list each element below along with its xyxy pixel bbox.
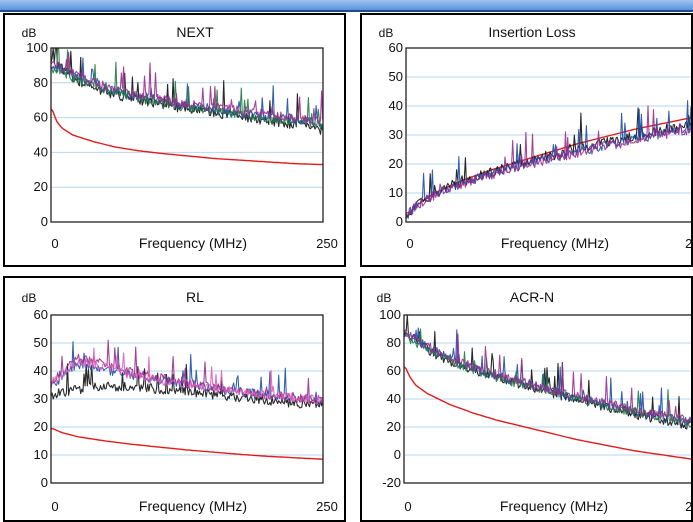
chart-panel-insertion-loss: 0 10 20 30 40 50 60 Insertion Loss dB 0 250 Frequen… xyxy=(360,13,693,267)
series-line xyxy=(50,341,324,406)
plot-frame xyxy=(50,47,324,223)
x-tick-label: 250 xyxy=(685,499,691,514)
series-line xyxy=(403,329,691,425)
y-tick-label: 100 xyxy=(379,307,401,322)
chart-panel-rl: 0 10 20 30 40 50 60 RL dB 0 250 Frequency (MHz) xyxy=(3,276,346,522)
y-tick-label: 80 xyxy=(34,75,48,90)
y-tick-label: 20 xyxy=(34,179,48,194)
x-tick-label: 0 xyxy=(406,236,413,251)
y-tick-label: 50 xyxy=(389,69,403,84)
x-tick-label: 250 xyxy=(685,236,691,251)
y-tick-label: 40 xyxy=(387,391,401,406)
series-line xyxy=(50,51,324,126)
series-line xyxy=(50,108,324,166)
y-tick-label: 80 xyxy=(387,335,401,350)
chart-svg: 0 10 20 30 40 50 60 RL dB 0 250 Frequency (MHz) xyxy=(22,289,338,514)
y-tick-label: 100 xyxy=(26,40,48,55)
y-tick-label: 60 xyxy=(389,40,403,55)
x-axis-label: Frequency (MHz) xyxy=(500,498,608,514)
chart-title: RL xyxy=(186,289,204,305)
y-tick-label: 50 xyxy=(34,335,48,350)
chart-svg: 0 20 40 60 80 100 NEXT dB 0 250 Frequency (MHz) xyxy=(22,24,338,251)
y-tick-label: -20 xyxy=(382,475,401,490)
y-tick-label: 30 xyxy=(389,127,403,142)
chart-title: Insertion Loss xyxy=(488,24,575,40)
y-tick-label: 20 xyxy=(34,419,48,434)
y-tick-label: 40 xyxy=(34,144,48,159)
plot-frame xyxy=(405,47,691,223)
y-unit-label: dB xyxy=(22,26,37,40)
x-tick-label: 0 xyxy=(51,499,58,514)
series-line xyxy=(50,347,324,405)
y-tick-label: 30 xyxy=(34,391,48,406)
y-tick-label: 0 xyxy=(41,214,48,229)
series-line xyxy=(50,363,324,409)
plot-frame xyxy=(50,314,324,484)
chart-title: ACR-N xyxy=(510,289,554,305)
series-line xyxy=(403,314,691,430)
y-tick-label: 0 xyxy=(41,475,48,490)
x-tick-label: 0 xyxy=(404,499,411,514)
window-title-bar xyxy=(0,0,693,12)
y-unit-label: dB xyxy=(22,291,37,305)
y-unit-label: dB xyxy=(377,291,392,305)
y-tick-label: 0 xyxy=(396,214,403,229)
y-tick-label: 10 xyxy=(389,185,403,200)
x-tick-label: 0 xyxy=(51,236,58,251)
x-axis-label: Frequency (MHz) xyxy=(501,235,609,251)
y-tick-label: 60 xyxy=(387,363,401,378)
chart-title: NEXT xyxy=(176,24,214,40)
y-tick-label: 60 xyxy=(34,307,48,322)
chart-panel-next: 0 20 40 60 80 100 NEXT dB 0 250 Frequency (MHz) xyxy=(3,13,346,267)
series-line xyxy=(405,117,691,217)
plot-frame xyxy=(403,314,691,484)
series-line xyxy=(403,366,691,460)
series-line xyxy=(405,105,691,217)
chart-svg: 0 10 20 30 40 50 60 Insertion Loss dB 0 250 Frequen… xyxy=(379,24,691,251)
y-unit-label: dB xyxy=(379,26,394,40)
series-line xyxy=(50,47,324,130)
x-tick-label: 250 xyxy=(316,499,338,514)
series-line xyxy=(50,427,324,460)
y-tick-label: 0 xyxy=(394,447,401,462)
x-axis-label: Frequency (MHz) xyxy=(139,498,247,514)
y-tick-label: 20 xyxy=(389,156,403,171)
y-tick-label: 40 xyxy=(389,98,403,113)
y-tick-label: 60 xyxy=(34,110,48,125)
y-tick-label: 20 xyxy=(387,419,401,434)
x-tick-label: 250 xyxy=(316,236,338,251)
x-axis-label: Frequency (MHz) xyxy=(139,235,247,251)
series-line xyxy=(405,100,691,219)
y-tick-label: 10 xyxy=(34,447,48,462)
y-tick-label: 40 xyxy=(34,363,48,378)
